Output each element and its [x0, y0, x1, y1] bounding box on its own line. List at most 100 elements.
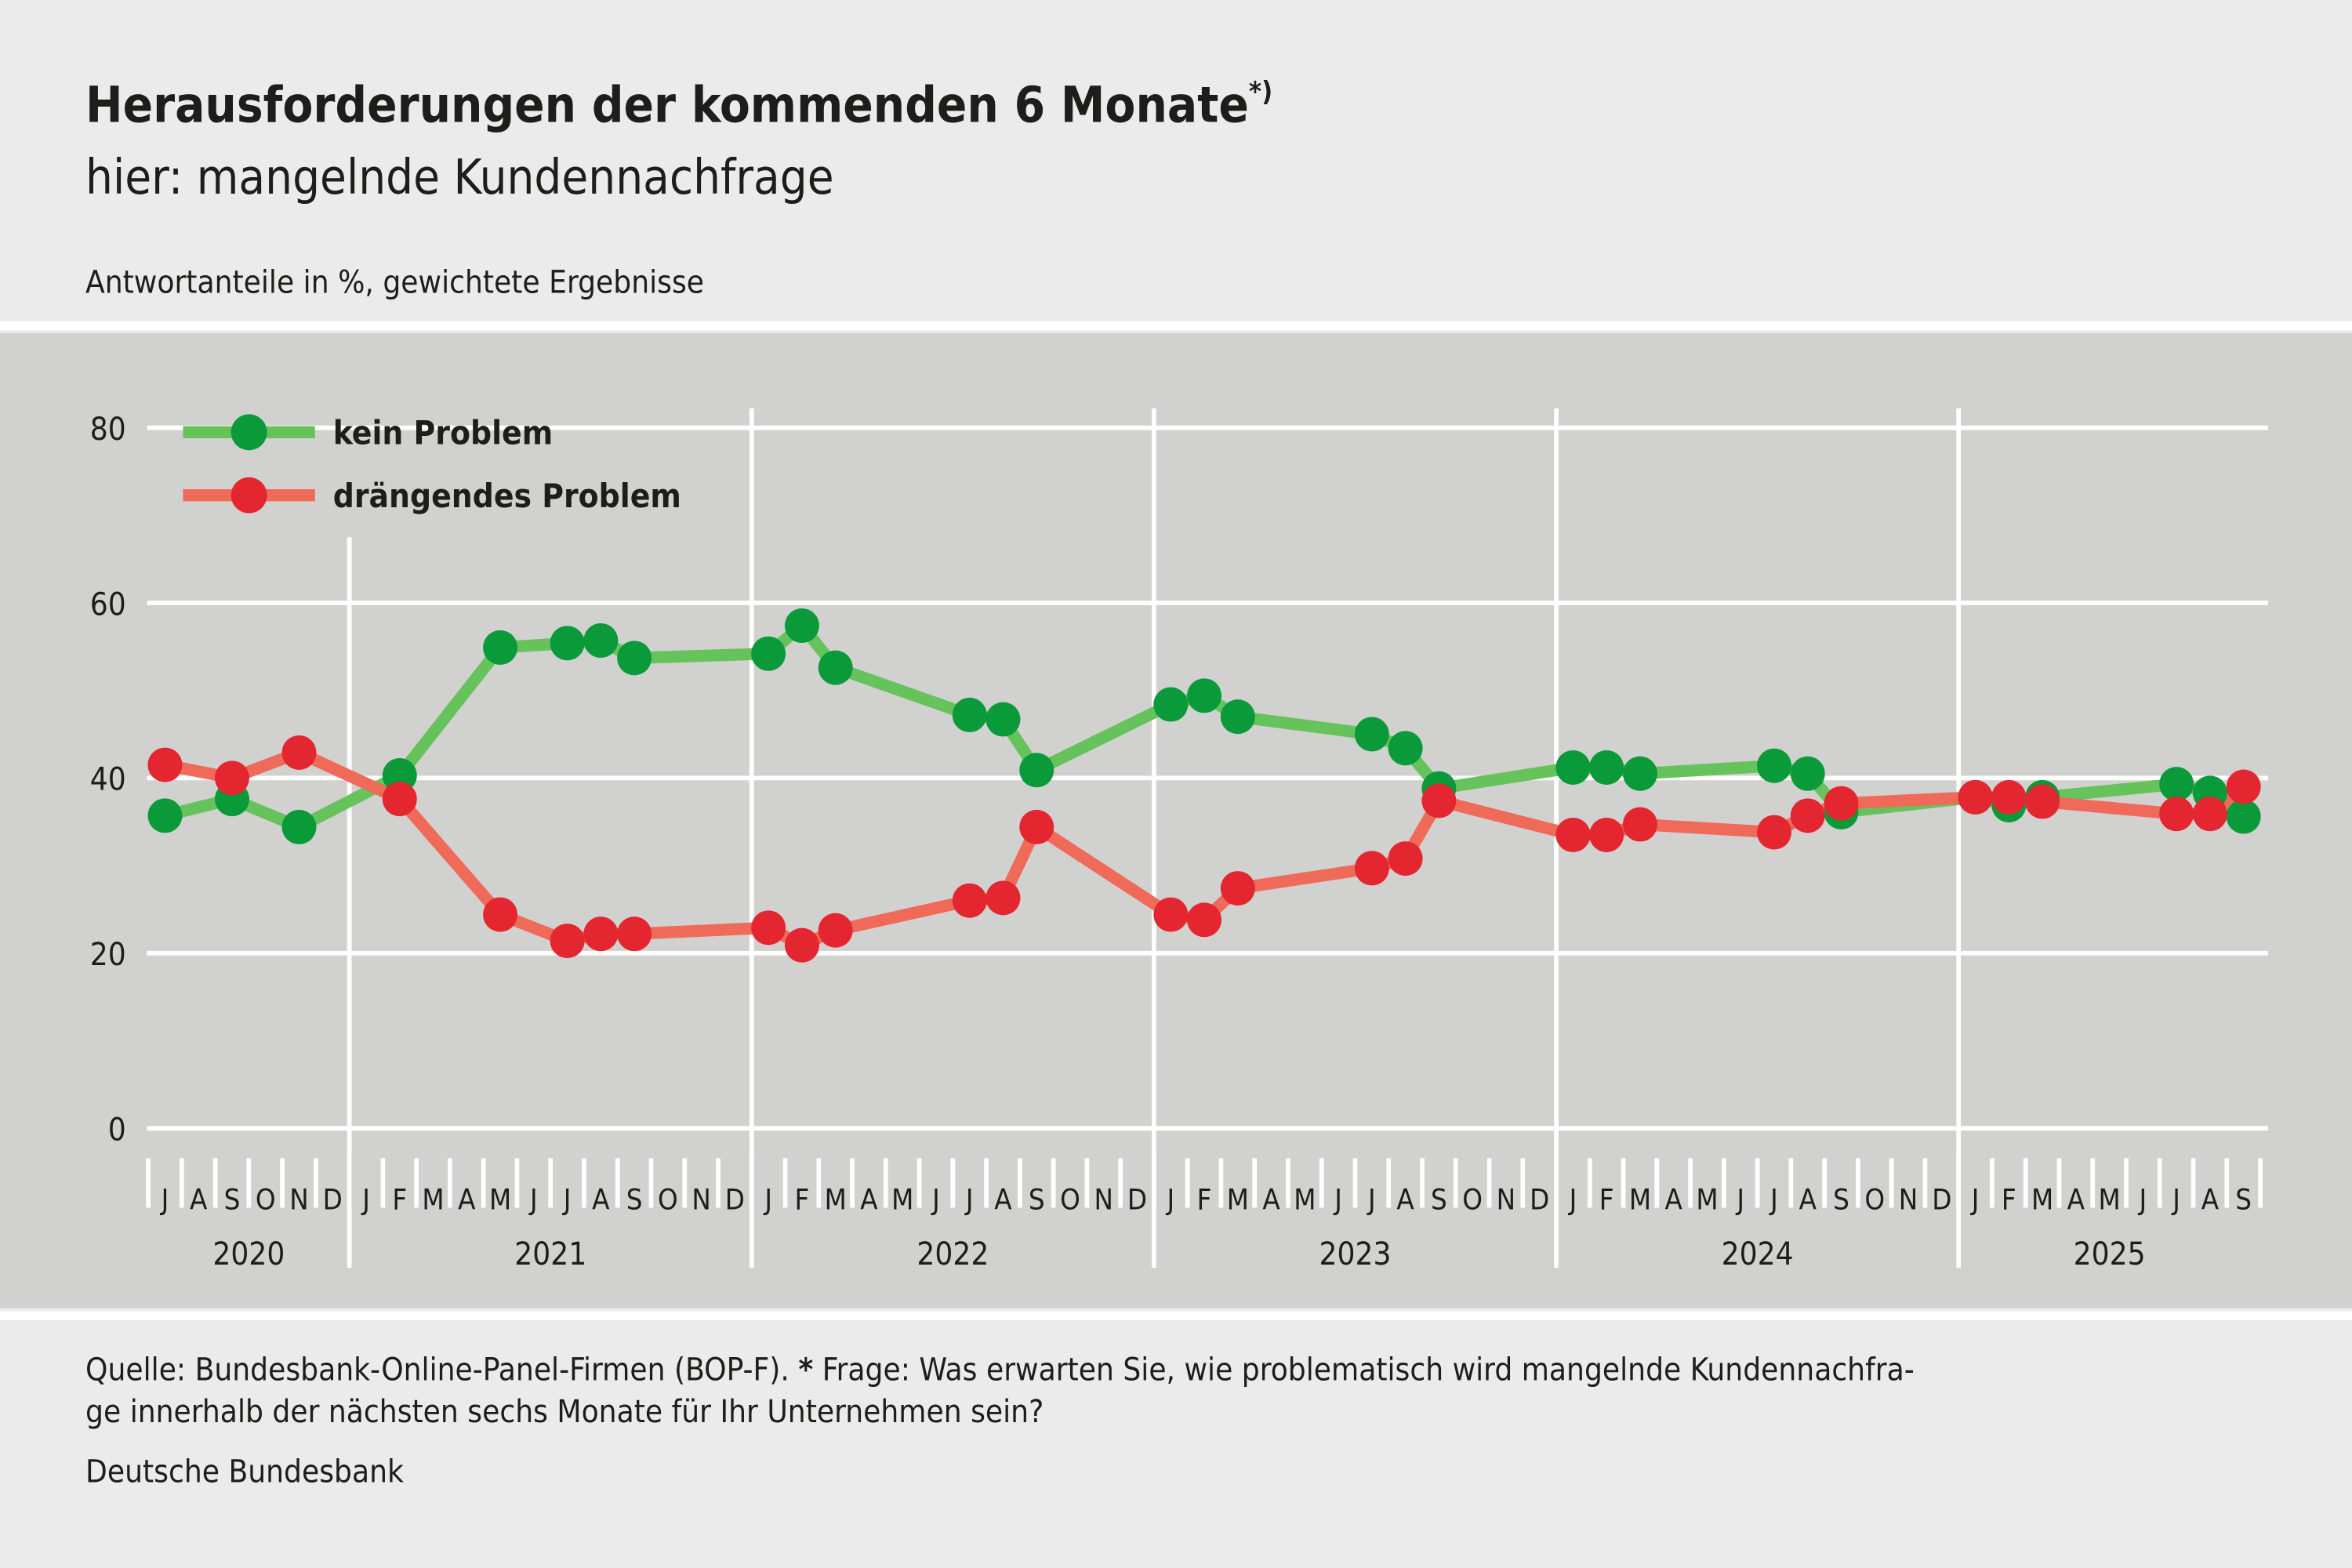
data-point-kein-problem	[617, 641, 652, 676]
data-point-draengendes-problem	[382, 782, 417, 817]
year-label: 2021	[514, 1236, 586, 1272]
data-point-draengendes-problem	[1790, 798, 1825, 833]
data-point-kein-problem	[382, 757, 417, 793]
data-point-draengendes-problem	[985, 880, 1021, 916]
data-point-draengendes-problem	[818, 913, 853, 948]
data-point-kein-problem	[818, 650, 853, 685]
month-label: M	[2031, 1182, 2053, 1216]
data-point-kein-problem	[1019, 753, 1054, 788]
month-label: D	[323, 1182, 343, 1216]
data-point-draengendes-problem	[2226, 769, 2261, 804]
publisher: Deutsche Bundesbank	[85, 1454, 404, 1490]
month-label: A	[1396, 1182, 1414, 1216]
data-point-kein-problem	[1187, 678, 1222, 713]
data-point-kein-problem	[952, 697, 987, 732]
month-label: D	[725, 1182, 745, 1216]
data-point-draengendes-problem	[550, 924, 585, 959]
month-label: N	[691, 1182, 710, 1216]
data-point-kein-problem	[985, 702, 1021, 737]
y-tick-label: 40	[90, 762, 126, 798]
data-point-draengendes-problem	[2025, 784, 2060, 819]
month-label: A	[860, 1182, 878, 1216]
year-label: 2024	[1722, 1236, 1794, 1272]
month-label: S	[2235, 1182, 2252, 1216]
month-label: J	[562, 1182, 572, 1216]
series-layer	[147, 608, 2261, 963]
y-tick-label: 0	[108, 1112, 126, 1148]
month-label: A	[1262, 1182, 1280, 1216]
month-label: F	[1599, 1182, 1614, 1216]
data-point-kein-problem	[2226, 799, 2261, 834]
month-label: D	[1530, 1182, 1549, 1216]
month-label: J	[1568, 1182, 1577, 1216]
month-label: D	[1127, 1182, 1147, 1216]
month-label: J	[763, 1182, 772, 1216]
data-point-draengendes-problem	[281, 735, 317, 770]
month-label: J	[931, 1182, 940, 1216]
gridlines	[147, 408, 2268, 1269]
month-label: O	[1462, 1182, 1483, 1216]
month-label: S	[626, 1182, 643, 1216]
legend-marker	[230, 477, 267, 514]
month-label: N	[1094, 1182, 1113, 1216]
month-label: F	[795, 1182, 810, 1216]
month-label: J	[528, 1182, 538, 1216]
month-label: N	[289, 1182, 308, 1216]
data-point-kein-problem	[1354, 717, 1389, 752]
month-label: A	[2067, 1182, 2085, 1216]
data-point-kein-problem	[483, 630, 518, 665]
y-tick-label: 80	[90, 412, 126, 448]
data-point-draengendes-problem	[147, 747, 183, 782]
data-point-kein-problem	[147, 798, 183, 833]
month-label: J	[160, 1182, 169, 1216]
y-tick-label: 20	[90, 937, 126, 973]
month-label: F	[1197, 1182, 1212, 1216]
month-label: N	[1899, 1182, 1918, 1216]
month-label: J	[1970, 1182, 1980, 1216]
data-point-kein-problem	[1757, 748, 1792, 783]
legend-marker	[230, 414, 267, 451]
legend-label: kein Problem	[333, 414, 553, 452]
data-point-draengendes-problem	[2159, 797, 2194, 832]
data-point-kein-problem	[550, 626, 585, 661]
data-point-kein-problem	[751, 636, 786, 671]
month-label: M	[2099, 1182, 2121, 1216]
y-tick-label: 60	[90, 586, 126, 622]
data-point-kein-problem	[784, 608, 819, 644]
data-point-kein-problem	[1153, 687, 1189, 722]
data-point-kein-problem	[2159, 767, 2194, 802]
data-point-draengendes-problem	[952, 883, 987, 918]
month-label: S	[224, 1182, 241, 1216]
data-point-draengendes-problem	[617, 916, 652, 952]
data-point-draengendes-problem	[1757, 815, 1792, 850]
data-point-kein-problem	[281, 809, 317, 844]
data-point-draengendes-problem	[1958, 779, 1993, 815]
month-label: D	[1932, 1182, 1951, 1216]
month-label: O	[658, 1182, 678, 1216]
month-label: A	[994, 1182, 1012, 1216]
month-label: M	[489, 1182, 511, 1216]
month-label: A	[592, 1182, 610, 1216]
data-point-kein-problem	[1220, 699, 1255, 735]
data-point-kein-problem	[1388, 731, 1423, 766]
data-point-draengendes-problem	[1589, 817, 1624, 852]
data-point-draengendes-problem	[1991, 779, 2027, 815]
month-label: J	[1333, 1182, 1342, 1216]
year-label: 2022	[916, 1236, 989, 1272]
month-label: M	[1696, 1182, 1718, 1216]
data-point-kein-problem	[1790, 756, 1825, 791]
data-point-draengendes-problem	[1824, 786, 1859, 821]
month-label: J	[1735, 1182, 1744, 1216]
unit-note: Antwortanteile in %, gewichtete Ergebnis…	[85, 264, 704, 300]
month-label: M	[1294, 1182, 1316, 1216]
month-label: M	[825, 1182, 847, 1216]
bottom-divider	[0, 1311, 2352, 1320]
month-label: J	[1769, 1182, 1778, 1216]
data-point-kein-problem	[1622, 756, 1657, 791]
data-point-draengendes-problem	[1153, 897, 1189, 932]
month-label: O	[256, 1182, 276, 1216]
month-label: J	[361, 1182, 370, 1216]
data-point-draengendes-problem	[1019, 809, 1054, 844]
month-label: A	[190, 1182, 208, 1216]
